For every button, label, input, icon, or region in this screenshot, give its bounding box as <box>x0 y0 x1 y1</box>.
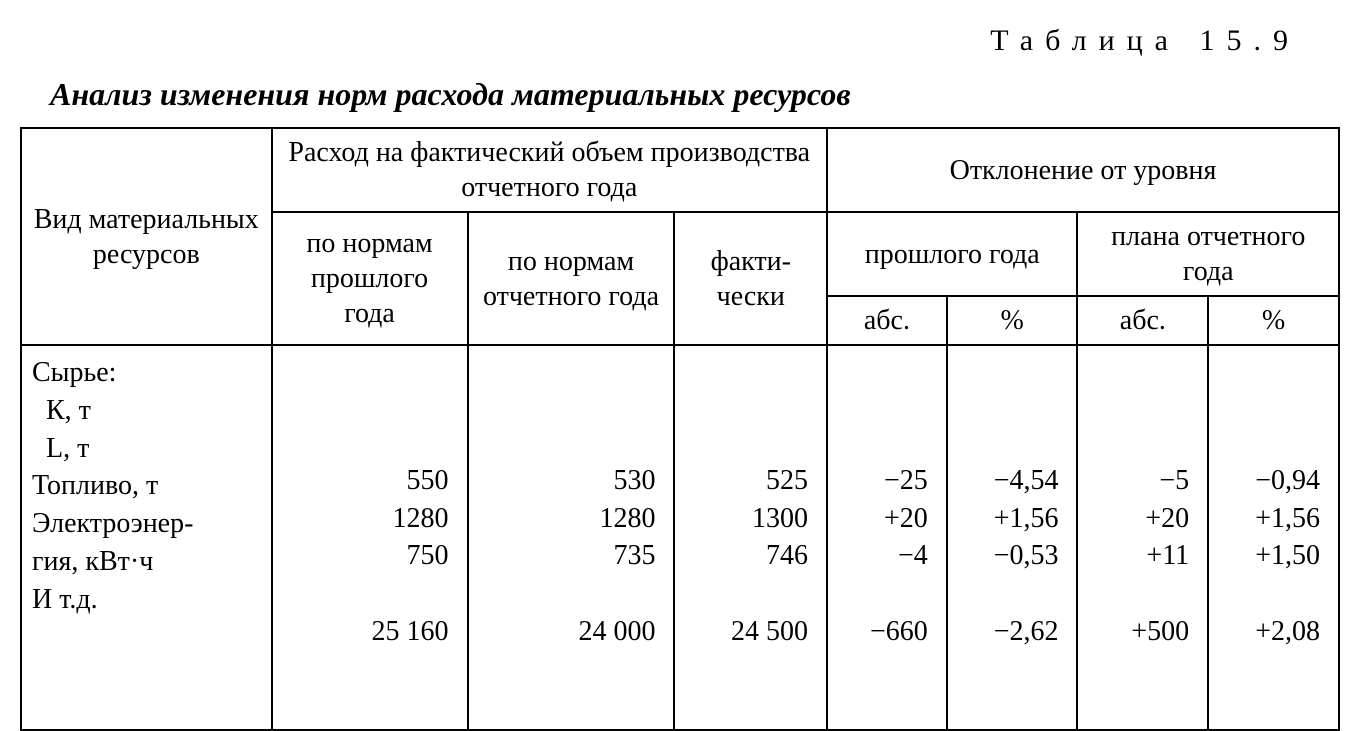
prev-norms-values: 550 1280 750 25 160 <box>281 424 449 651</box>
header-actual: факти-чески <box>674 212 827 345</box>
header-resource-type: Вид материальных ресурсов <box>21 128 272 345</box>
page: Таблица 15.9 Анализ изменения норм расхо… <box>0 0 1360 731</box>
cell-dev-prev-abs: −25 +20 −4 −660 <box>827 345 947 730</box>
header-dev-prev-pct: % <box>947 296 1078 345</box>
header-consumption-group: Расход на фактический объем производства… <box>272 128 828 212</box>
dev-prev-pct-values: −4,54 +1,56 −0,53 −2,62 <box>956 424 1059 651</box>
header-dev-plan-abs: абс. <box>1077 296 1208 345</box>
cell-prev-norms: 550 1280 750 25 160 <box>272 345 468 730</box>
header-deviation-group: Отклонение от уровня <box>827 128 1339 212</box>
header-dev-plan: плана отчетного года <box>1077 212 1339 296</box>
resource-labels-text: Сырье: К, т L, т Топливо, т Электроэнер-… <box>32 354 263 619</box>
dev-plan-abs-values: −5 +20 +11 +500 <box>1086 424 1189 651</box>
dev-prev-abs-values: −25 +20 −4 −660 <box>836 424 928 651</box>
table-title: Анализ изменения норм расхода материальн… <box>50 76 1340 113</box>
table-row: Сырье: К, т L, т Топливо, т Электроэнер-… <box>21 345 1339 730</box>
cell-dev-plan-abs: −5 +20 +11 +500 <box>1077 345 1208 730</box>
cell-actual: 525 1300 746 24 500 <box>674 345 827 730</box>
header-prev-norms: по нормам прошлого года <box>272 212 468 345</box>
report-norms-values: 530 1280 735 24 000 <box>477 424 656 651</box>
cell-report-norms: 530 1280 735 24 000 <box>468 345 675 730</box>
table-number-label: Таблица 15.9 <box>20 24 1300 58</box>
table-body: Сырье: К, т L, т Топливо, т Электроэнер-… <box>21 345 1339 730</box>
cell-resource-labels: Сырье: К, т L, т Топливо, т Электроэнер-… <box>21 345 272 730</box>
actual-values: 525 1300 746 24 500 <box>683 424 808 651</box>
header-report-norms: по нормам отчетного года <box>468 212 675 345</box>
header-dev-plan-pct: % <box>1208 296 1339 345</box>
header-dev-prev-abs: абс. <box>827 296 947 345</box>
dev-plan-pct-values: −0,94 +1,56 +1,50 +2,08 <box>1217 424 1320 651</box>
header-dev-prev-year: прошлого года <box>827 212 1077 296</box>
cell-dev-prev-pct: −4,54 +1,56 −0,53 −2,62 <box>947 345 1078 730</box>
resources-table: Вид материальных ресурсов Расход на факт… <box>20 127 1340 731</box>
cell-dev-plan-pct: −0,94 +1,56 +1,50 +2,08 <box>1208 345 1339 730</box>
table-header: Вид материальных ресурсов Расход на факт… <box>21 128 1339 345</box>
